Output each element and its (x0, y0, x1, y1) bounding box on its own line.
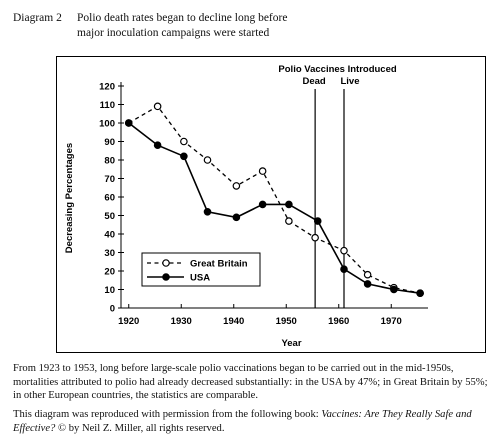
chart-axes: 0 10 20 30 40 50 60 70 80 90 100 110 120 1920 1930 1940… (64, 81, 428, 349)
legend-box (141, 252, 261, 287)
data-point-great-britain (258, 167, 267, 175)
attribution-text: This diagram was reproduced with permiss… (13, 409, 322, 420)
data-point-great-britain (180, 137, 188, 146)
y-tick-label: 10 (104, 285, 115, 296)
chart-title: Polio death rates began to decline long … (77, 11, 377, 41)
data-point-usa (232, 213, 241, 222)
y-tick-label: 30 (104, 248, 115, 259)
y-axis-label: Decreasing Percentages (64, 143, 75, 253)
y-tick-label: 100 (99, 118, 115, 129)
legend-marker (162, 273, 170, 281)
legend-entry: Great Britain (190, 259, 248, 270)
data-point-usa (153, 141, 162, 150)
data-point-usa (416, 289, 424, 298)
legend: Great Britain USA (141, 252, 261, 287)
book-title: Vaccines: Are They Really Safe and Effec… (13, 409, 472, 434)
y-tick-label: 60 (104, 192, 115, 203)
series-line-usa (128, 122, 421, 294)
x-axis-label: Year (281, 338, 301, 349)
attribution-paragraph: This diagram was reproduced with permiss… (13, 408, 489, 435)
x-tick-label: 1930 (171, 316, 192, 327)
data-point-usa (285, 200, 293, 209)
x-tick-label: 1950 (276, 316, 297, 327)
series-layer (124, 102, 424, 298)
data-point-great-britain (203, 156, 212, 164)
data-point-great-britain (311, 233, 319, 242)
data-point-usa (180, 152, 188, 161)
y-tick-label: 20 (104, 266, 115, 277)
y-tick-label: 70 (104, 174, 115, 185)
data-point-usa (203, 208, 212, 216)
series-line-great-britain (128, 105, 421, 294)
x-tick-label: 1970 (381, 316, 402, 327)
data-point-usa (258, 200, 267, 209)
y-tick-label: 50 (104, 211, 115, 222)
y-tick-label: 110 (100, 100, 115, 111)
y-tick-label: 120 (99, 81, 115, 92)
y-tick-label: 0 (110, 303, 115, 314)
data-point-usa (313, 217, 322, 225)
dead-vaccine-label: Dead (303, 76, 326, 87)
copyright-text: © by Neil Z. Miller, all rights reserved… (55, 422, 225, 434)
chart-title-line-1: Polio death rates began to decline long … (77, 12, 288, 24)
x-tick-label: 1920 (118, 316, 139, 327)
vaccine-annotation-title: Polio Vaccines Introduced (278, 64, 396, 75)
legend-marker (162, 259, 170, 267)
data-point-usa (363, 280, 372, 288)
data-point-great-britain (153, 102, 162, 111)
x-tick-label: 1940 (223, 316, 244, 327)
caption-paragraph: From 1923 to 1953, long before large-sca… (13, 363, 488, 401)
y-tick-label: 90 (104, 137, 115, 148)
data-point-great-britain (232, 182, 241, 190)
data-point-usa (390, 285, 398, 294)
data-point-great-britain (285, 217, 293, 225)
data-point-usa (124, 119, 133, 127)
chart-title-line-2: major inoculation campaigns were started (77, 27, 270, 39)
y-tick-label: 40 (104, 229, 115, 240)
legend-entry: USA (190, 273, 210, 284)
y-tick-label: 80 (104, 155, 115, 166)
data-point-usa (340, 265, 348, 273)
data-point-great-britain (340, 246, 348, 255)
live-vaccine-label: Live (340, 76, 359, 87)
data-point-great-britain (363, 270, 372, 279)
chart-frame (56, 56, 486, 353)
diagram-label: Diagram 2 (13, 12, 62, 24)
x-tick-label: 1960 (328, 316, 349, 327)
